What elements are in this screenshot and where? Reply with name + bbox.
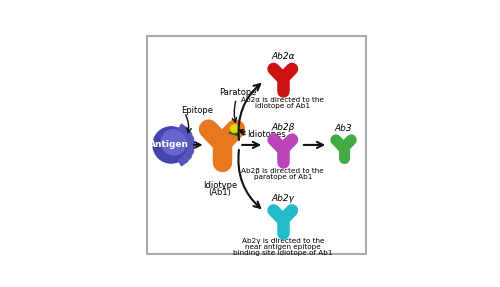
Circle shape xyxy=(153,127,190,163)
Polygon shape xyxy=(228,126,239,136)
Text: Ab2γ is directed to the: Ab2γ is directed to the xyxy=(242,238,324,244)
Text: (Ab1): (Ab1) xyxy=(208,188,231,197)
Text: Idiotype: Idiotype xyxy=(202,181,237,190)
Text: paratope of Ab1: paratope of Ab1 xyxy=(254,174,312,180)
Text: Ab2α is directed to the: Ab2α is directed to the xyxy=(242,97,324,103)
Text: Antigen: Antigen xyxy=(150,140,190,150)
Text: Ab2γ: Ab2γ xyxy=(272,194,294,203)
Text: Ab2β is directed to the: Ab2β is directed to the xyxy=(242,168,324,174)
Text: binding site idiotope of Ab1: binding site idiotope of Ab1 xyxy=(233,250,332,256)
Text: idiotope of Ab1: idiotope of Ab1 xyxy=(256,103,310,109)
Circle shape xyxy=(230,125,238,133)
Circle shape xyxy=(161,129,186,155)
Text: Idiotopes: Idiotopes xyxy=(248,131,286,139)
Text: Ab2α: Ab2α xyxy=(271,53,294,61)
Text: Ab3: Ab3 xyxy=(334,125,352,133)
Text: near antigen epitope: near antigen epitope xyxy=(245,244,320,250)
Text: Paratope: Paratope xyxy=(218,88,256,97)
Text: Epitope: Epitope xyxy=(181,106,213,115)
Text: Ab2β: Ab2β xyxy=(271,123,294,132)
